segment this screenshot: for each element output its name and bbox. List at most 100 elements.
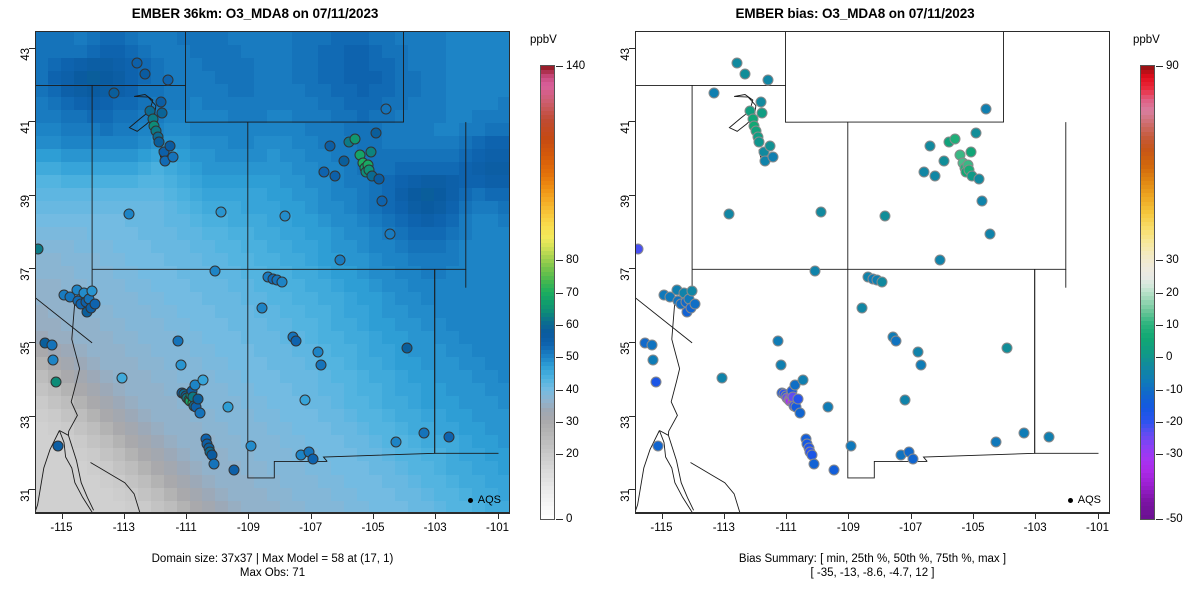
aqs-site-marker[interactable]: [689, 298, 701, 310]
aqs-site-marker[interactable]: [647, 354, 659, 365]
aqs-site-marker[interactable]: [167, 151, 179, 163]
aqs-site-marker[interactable]: [915, 359, 927, 371]
aqs-site-marker[interactable]: [276, 276, 288, 288]
aqs-site-marker[interactable]: [318, 166, 330, 178]
aqs-site-marker[interactable]: [980, 103, 992, 115]
aqs-site-marker[interactable]: [907, 453, 919, 465]
aqs-site-marker[interactable]: [990, 436, 1002, 448]
aqs-site-marker[interactable]: [1043, 431, 1055, 443]
aqs-site-marker[interactable]: [370, 127, 381, 139]
aqs-site-marker[interactable]: [222, 401, 234, 413]
aqs-site-marker[interactable]: [209, 265, 221, 277]
aqs-site-marker[interactable]: [365, 146, 377, 158]
aqs-site-marker[interactable]: [731, 57, 743, 69]
aqs-site-marker[interactable]: [192, 393, 204, 405]
aqs-site-marker[interactable]: [808, 458, 819, 470]
aqs-site-marker[interactable]: [312, 346, 324, 358]
aqs-site-marker[interactable]: [775, 359, 787, 371]
aqs-site-marker[interactable]: [373, 173, 385, 185]
aqs-site-marker[interactable]: [228, 464, 240, 476]
aqs-site-marker[interactable]: [762, 74, 774, 86]
aqs-site-marker[interactable]: [924, 140, 936, 152]
aqs-site-marker[interactable]: [380, 103, 392, 115]
aqs-site-marker[interactable]: [756, 107, 768, 119]
aqs-site-marker[interactable]: [155, 96, 167, 108]
aqs-site-marker[interactable]: [443, 431, 455, 443]
aqs-site-marker[interactable]: [949, 133, 961, 145]
aqs-site-marker[interactable]: [794, 407, 805, 419]
aqs-site-marker[interactable]: [307, 453, 319, 465]
aqs-site-marker[interactable]: [50, 376, 62, 387]
aqs-site-marker[interactable]: [845, 440, 857, 452]
aqs-site-marker[interactable]: [772, 335, 784, 347]
aqs-site-marker[interactable]: [876, 276, 888, 288]
aqs-site-marker[interactable]: [189, 379, 201, 391]
aqs-site-marker[interactable]: [965, 146, 977, 158]
aqs-site-marker[interactable]: [1018, 427, 1030, 439]
aqs-site-marker[interactable]: [636, 243, 644, 255]
aqs-site-marker[interactable]: [686, 285, 698, 297]
aqs-site-marker[interactable]: [376, 195, 388, 207]
aqs-site-marker[interactable]: [401, 342, 413, 354]
aqs-site-marker[interactable]: [131, 57, 143, 69]
aqs-site-marker[interactable]: [918, 166, 930, 178]
aqs-site-marker[interactable]: [646, 339, 658, 351]
aqs-site-marker[interactable]: [984, 228, 995, 240]
aqs-site-marker[interactable]: [46, 339, 58, 351]
aqs-site-marker[interactable]: [879, 210, 891, 222]
aqs-site-marker[interactable]: [739, 68, 751, 80]
aqs-site-marker[interactable]: [418, 427, 430, 439]
aqs-site-marker[interactable]: [767, 151, 779, 163]
aqs-site-marker[interactable]: [938, 155, 950, 167]
aqs-site-marker[interactable]: [329, 170, 341, 181]
aqs-site-marker[interactable]: [290, 335, 302, 347]
aqs-site-marker[interactable]: [208, 458, 219, 470]
aqs-site-marker[interactable]: [652, 440, 664, 452]
aqs-site-marker[interactable]: [912, 346, 924, 358]
aqs-site-marker[interactable]: [156, 107, 168, 119]
aqs-site-marker[interactable]: [89, 298, 101, 310]
aqs-site-marker[interactable]: [324, 140, 336, 152]
aqs-site-marker[interactable]: [970, 127, 981, 139]
aqs-site-marker[interactable]: [279, 210, 291, 222]
aqs-site-marker[interactable]: [929, 170, 941, 181]
aqs-site-marker[interactable]: [822, 401, 834, 413]
aqs-site-marker[interactable]: [139, 68, 151, 80]
aqs-site-marker[interactable]: [899, 394, 911, 406]
aqs-site-marker[interactable]: [650, 376, 662, 387]
aqs-site-marker[interactable]: [723, 208, 735, 220]
aqs-site-marker[interactable]: [789, 379, 801, 391]
aqs-site-marker[interactable]: [315, 359, 327, 371]
aqs-site-marker[interactable]: [828, 464, 840, 476]
aqs-site-marker[interactable]: [390, 436, 402, 448]
aqs-site-marker[interactable]: [245, 440, 257, 452]
aqs-site-marker[interactable]: [197, 374, 209, 386]
aqs-site-marker[interactable]: [175, 359, 187, 371]
aqs-site-marker[interactable]: [764, 140, 776, 152]
aqs-site-marker[interactable]: [755, 96, 767, 108]
aqs-site-marker[interactable]: [934, 254, 946, 266]
aqs-site-marker[interactable]: [792, 393, 804, 405]
aqs-site-marker[interactable]: [52, 440, 64, 452]
aqs-site-marker[interactable]: [338, 155, 350, 167]
aqs-site-marker[interactable]: [47, 354, 59, 365]
aqs-site-marker[interactable]: [973, 173, 985, 185]
aqs-site-marker[interactable]: [215, 206, 227, 218]
aqs-site-marker[interactable]: [162, 74, 174, 86]
aqs-site-marker[interactable]: [256, 302, 268, 314]
aqs-site-marker[interactable]: [797, 374, 809, 386]
aqs-site-marker[interactable]: [708, 87, 720, 99]
aqs-site-marker[interactable]: [108, 87, 120, 99]
aqs-site-marker[interactable]: [172, 335, 184, 347]
aqs-site-marker[interactable]: [890, 335, 902, 347]
aqs-site-marker[interactable]: [164, 140, 176, 152]
aqs-site-marker[interactable]: [36, 243, 44, 255]
aqs-site-marker[interactable]: [86, 285, 98, 297]
aqs-site-marker[interactable]: [194, 407, 205, 419]
aqs-site-marker[interactable]: [976, 195, 988, 207]
aqs-site-marker[interactable]: [299, 394, 311, 406]
aqs-site-marker[interactable]: [334, 254, 346, 266]
aqs-site-marker[interactable]: [384, 228, 395, 240]
aqs-site-marker[interactable]: [716, 372, 728, 384]
aqs-site-marker[interactable]: [809, 265, 821, 277]
